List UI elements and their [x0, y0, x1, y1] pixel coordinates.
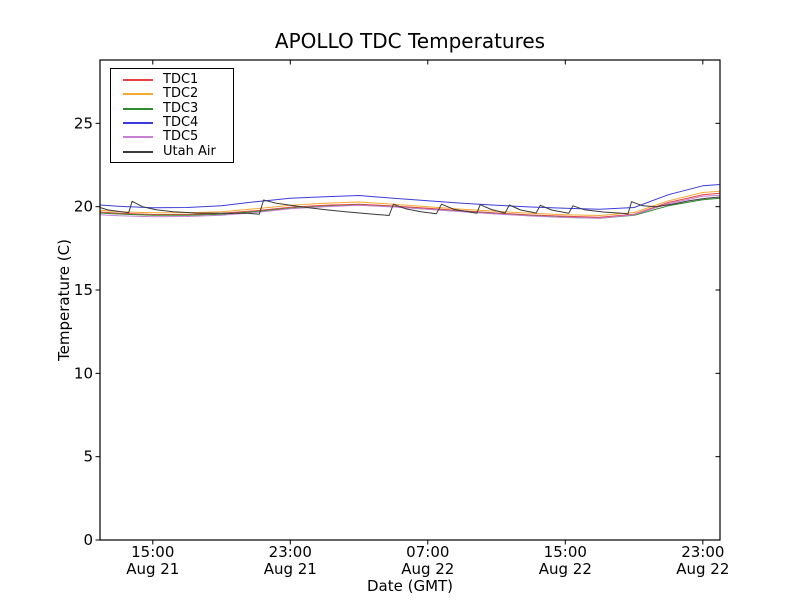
series-line-tdc4 — [99, 184, 721, 210]
legend-entry-tdc2: TDC2 — [111, 87, 233, 101]
series-line-tdc2 — [99, 190, 721, 216]
legend-swatch-tdc4 — [123, 122, 153, 125]
x-tick-label-time: 15:00 — [131, 543, 174, 561]
legend-entry-tdc4: TDC4 — [111, 116, 233, 130]
x-tick-label-date: Aug 22 — [539, 560, 592, 578]
x-tick-label-time: 23:00 — [269, 543, 312, 561]
x-tick-label-date: Aug 22 — [401, 560, 454, 578]
legend-entry-tdc3: TDC3 — [111, 100, 233, 116]
series-line-tdc5 — [99, 194, 721, 219]
y-tick-label: 15 — [74, 281, 93, 299]
legend-entry-tdc5: TDC5 — [111, 130, 233, 144]
legend-label-tdc4: TDC4 — [163, 115, 199, 131]
x-tick-label-time: 07:00 — [406, 543, 449, 561]
legend-entry-tdc1: TDC1 — [111, 73, 233, 87]
x-tick-label-date: Aug 21 — [126, 560, 179, 578]
legend-label-tdc5: TDC5 — [163, 129, 199, 145]
x-axis-label: Date (GMT) — [366, 577, 454, 595]
legend-label-tdc2: TDC2 — [163, 86, 199, 102]
legend-label-tdc1: TDC1 — [163, 72, 199, 88]
y-tick-label: 20 — [74, 198, 93, 216]
x-tick-label-date: Aug 22 — [676, 560, 729, 578]
legend-swatch-tdc5 — [123, 136, 153, 139]
series-line-tdc1 — [99, 192, 721, 218]
x-tick-label-time: 15:00 — [544, 543, 587, 561]
legend: TDC1 TDC2 TDC3 TDC4 TDC5 Utah Air — [110, 68, 234, 163]
chart-title: APOLLO TDC Temperatures — [274, 29, 546, 53]
series-line-utah-air — [99, 196, 721, 216]
x-tick-label-time: 23:00 — [681, 543, 724, 561]
legend-label-tdc3: TDC3 — [163, 100, 199, 116]
legend-entry-utah-air: Utah Air — [111, 144, 233, 158]
x-tick-label-date: Aug 21 — [264, 560, 317, 578]
y-tick-label: 25 — [74, 114, 93, 132]
y-tick-label: 0 — [83, 531, 93, 549]
legend-swatch-tdc3 — [123, 107, 153, 110]
legend-swatch-tdc1 — [123, 79, 153, 82]
legend-swatch-tdc2 — [123, 93, 153, 96]
axes-frame — [99, 59, 721, 541]
y-tick-label: 5 — [83, 448, 93, 466]
legend-label-utah-air: Utah Air — [163, 143, 216, 159]
y-tick-label: 10 — [74, 364, 93, 382]
legend-swatch-utah-air — [123, 150, 153, 153]
